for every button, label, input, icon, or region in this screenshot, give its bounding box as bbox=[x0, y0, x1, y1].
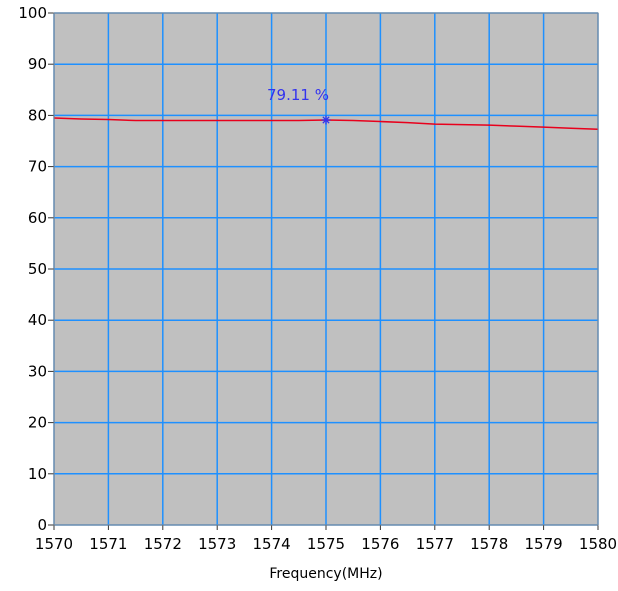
y-tick-label: 10 bbox=[28, 465, 47, 483]
plot-frame bbox=[53, 12, 599, 526]
x-tick-label: 1578 bbox=[470, 535, 508, 553]
x-axis-title: Frequency(MHz) bbox=[269, 566, 382, 582]
x-tick-label: 1580 bbox=[579, 535, 617, 553]
data-point-label: 79.11 % bbox=[267, 86, 329, 104]
marker-layer: 79.11 % bbox=[267, 86, 331, 125]
y-tick-label: 20 bbox=[28, 414, 47, 432]
x-tick-label: 1575 bbox=[307, 535, 345, 553]
x-tick-label: 1577 bbox=[416, 535, 454, 553]
y-tick-label: 80 bbox=[28, 106, 47, 124]
data-point-marker bbox=[321, 115, 331, 125]
x-tick-label: 1570 bbox=[35, 535, 73, 553]
y-tick-label: 70 bbox=[28, 158, 47, 176]
y-tick-label: 90 bbox=[28, 55, 47, 73]
y-tick-label: 50 bbox=[28, 260, 47, 278]
axes: 1570 1571 1572 1573 1574 1575 1576 1577 1578 1579… bbox=[18, 4, 617, 553]
x-tick-label: 1579 bbox=[525, 535, 563, 553]
x-tick-label: 1574 bbox=[253, 535, 291, 553]
y-tick-label: 0 bbox=[37, 516, 47, 534]
y-tick-label: 100 bbox=[18, 4, 47, 22]
y-tick-label: 30 bbox=[28, 362, 47, 380]
x-tick-label: 1573 bbox=[198, 535, 236, 553]
x-tick-label: 1572 bbox=[144, 535, 182, 553]
y-tick-label: 40 bbox=[28, 311, 47, 329]
x-tick-label: 1576 bbox=[361, 535, 399, 553]
y-tick-label: 60 bbox=[28, 209, 47, 227]
x-tick-label: 1571 bbox=[89, 535, 127, 553]
